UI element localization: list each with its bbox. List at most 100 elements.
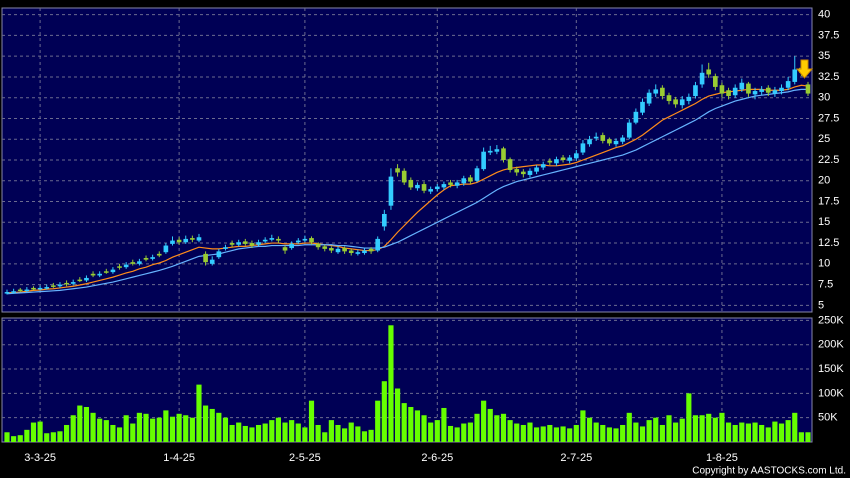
candle-body xyxy=(329,248,334,251)
candle-body xyxy=(706,69,712,75)
volume-bar xyxy=(765,427,771,442)
candle-body xyxy=(607,139,612,144)
volume-bar xyxy=(315,424,321,442)
candle-body xyxy=(401,170,407,183)
candle-body xyxy=(646,92,652,104)
volume-bar xyxy=(772,421,778,442)
candle-body xyxy=(203,253,208,263)
candle-body xyxy=(746,83,751,94)
candle-body xyxy=(236,242,242,245)
volume-bar xyxy=(408,406,414,442)
candle-body xyxy=(752,91,758,95)
volume-bar xyxy=(454,427,460,442)
y-tick-label: 10 xyxy=(818,258,830,270)
volume-bar xyxy=(4,432,10,442)
volume-bar xyxy=(196,384,202,442)
volume-bar xyxy=(17,435,23,442)
volume-bar xyxy=(447,425,454,442)
candle-body xyxy=(600,135,606,141)
y-tick-label: 22.5 xyxy=(818,154,839,166)
moving-average-line xyxy=(6,84,809,294)
candle-body xyxy=(448,182,453,185)
candle-body xyxy=(183,238,189,243)
volume-bar xyxy=(394,388,401,442)
candle-body xyxy=(375,238,381,251)
volume-bar xyxy=(567,428,573,442)
copyright: Copyright by AASTOCKS.com Ltd. xyxy=(692,466,846,477)
volume-bar xyxy=(123,415,129,442)
candle-body xyxy=(633,111,639,123)
volume-bar xyxy=(725,422,732,442)
volume-bar xyxy=(70,415,76,442)
candle-body xyxy=(315,243,321,248)
volume-bar xyxy=(381,381,387,442)
volume-bar xyxy=(706,413,712,442)
volume-bar xyxy=(116,427,123,442)
y2-tick-label: 150K xyxy=(818,363,844,375)
candle-body xyxy=(547,160,553,163)
volume-bar xyxy=(275,417,281,442)
candle-body xyxy=(97,273,102,276)
volume-bar xyxy=(103,420,109,442)
volume-bar xyxy=(176,413,182,442)
candle-body xyxy=(560,157,566,160)
volume-bar xyxy=(593,422,599,442)
volume-bar xyxy=(719,412,725,442)
volume-bar xyxy=(474,413,480,442)
candle-body xyxy=(620,137,625,142)
volume-bar xyxy=(368,429,374,442)
volume-bar xyxy=(63,424,70,442)
candle-body xyxy=(765,87,771,93)
y2-tick-label: 100K xyxy=(818,387,844,399)
volume-bar xyxy=(209,408,215,442)
volume-bar xyxy=(322,432,328,442)
volume-bar xyxy=(461,423,467,442)
candle-body xyxy=(573,153,579,159)
candle-body xyxy=(77,279,83,282)
volume-bar xyxy=(348,422,354,442)
candle-body xyxy=(501,148,506,160)
candle-body xyxy=(163,245,169,253)
y-tick-label: 35 xyxy=(818,50,830,62)
volume-bar xyxy=(732,424,738,442)
candle-body xyxy=(302,238,308,241)
candle-body xyxy=(613,140,619,145)
volume-bar xyxy=(50,432,56,442)
candle-body xyxy=(269,238,275,240)
volume-bar xyxy=(600,424,606,442)
volume-bar xyxy=(580,410,586,442)
candle-body xyxy=(534,167,539,172)
signal-arrow xyxy=(795,59,814,79)
volume-bar xyxy=(77,405,83,442)
candle-body xyxy=(514,169,520,173)
volume-bar xyxy=(547,424,553,442)
volume-bar xyxy=(342,428,348,442)
candle-body xyxy=(713,76,718,87)
candle-body xyxy=(739,82,745,90)
volume-bar xyxy=(24,429,30,442)
candle-body xyxy=(37,287,43,290)
x-tick-label: 1-4-25 xyxy=(163,452,195,464)
volume-bar xyxy=(414,410,421,442)
volume-bar xyxy=(686,393,692,442)
candle-body xyxy=(699,72,705,85)
volume-bar xyxy=(467,422,473,442)
x-tick-label: 2-7-25 xyxy=(560,452,592,464)
candle-body xyxy=(137,261,142,264)
candle-body xyxy=(805,84,811,94)
candle-body xyxy=(567,157,573,161)
volume-bar xyxy=(613,428,619,442)
y-tick-label: 40 xyxy=(818,9,830,21)
volume-bar xyxy=(183,415,189,442)
moving-average-line xyxy=(6,88,808,295)
candle-body xyxy=(103,271,109,273)
candle-body xyxy=(540,164,546,168)
candle-body xyxy=(117,266,122,268)
volume-bar xyxy=(494,415,500,442)
volume-bar xyxy=(361,431,368,442)
volume-bar xyxy=(514,423,520,442)
candle-body xyxy=(527,170,533,175)
volume-bar xyxy=(295,423,301,442)
candle-body xyxy=(679,99,685,106)
candle-body xyxy=(90,273,96,276)
